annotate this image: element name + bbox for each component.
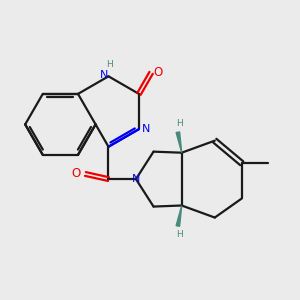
Text: H: H <box>176 230 182 239</box>
Text: O: O <box>71 167 80 181</box>
Text: N: N <box>132 174 140 184</box>
Text: H: H <box>106 60 112 69</box>
Polygon shape <box>176 132 182 153</box>
Text: N: N <box>100 70 108 80</box>
Polygon shape <box>176 206 182 226</box>
Text: H: H <box>176 119 182 128</box>
Text: O: O <box>154 66 163 79</box>
Text: N: N <box>142 124 150 134</box>
